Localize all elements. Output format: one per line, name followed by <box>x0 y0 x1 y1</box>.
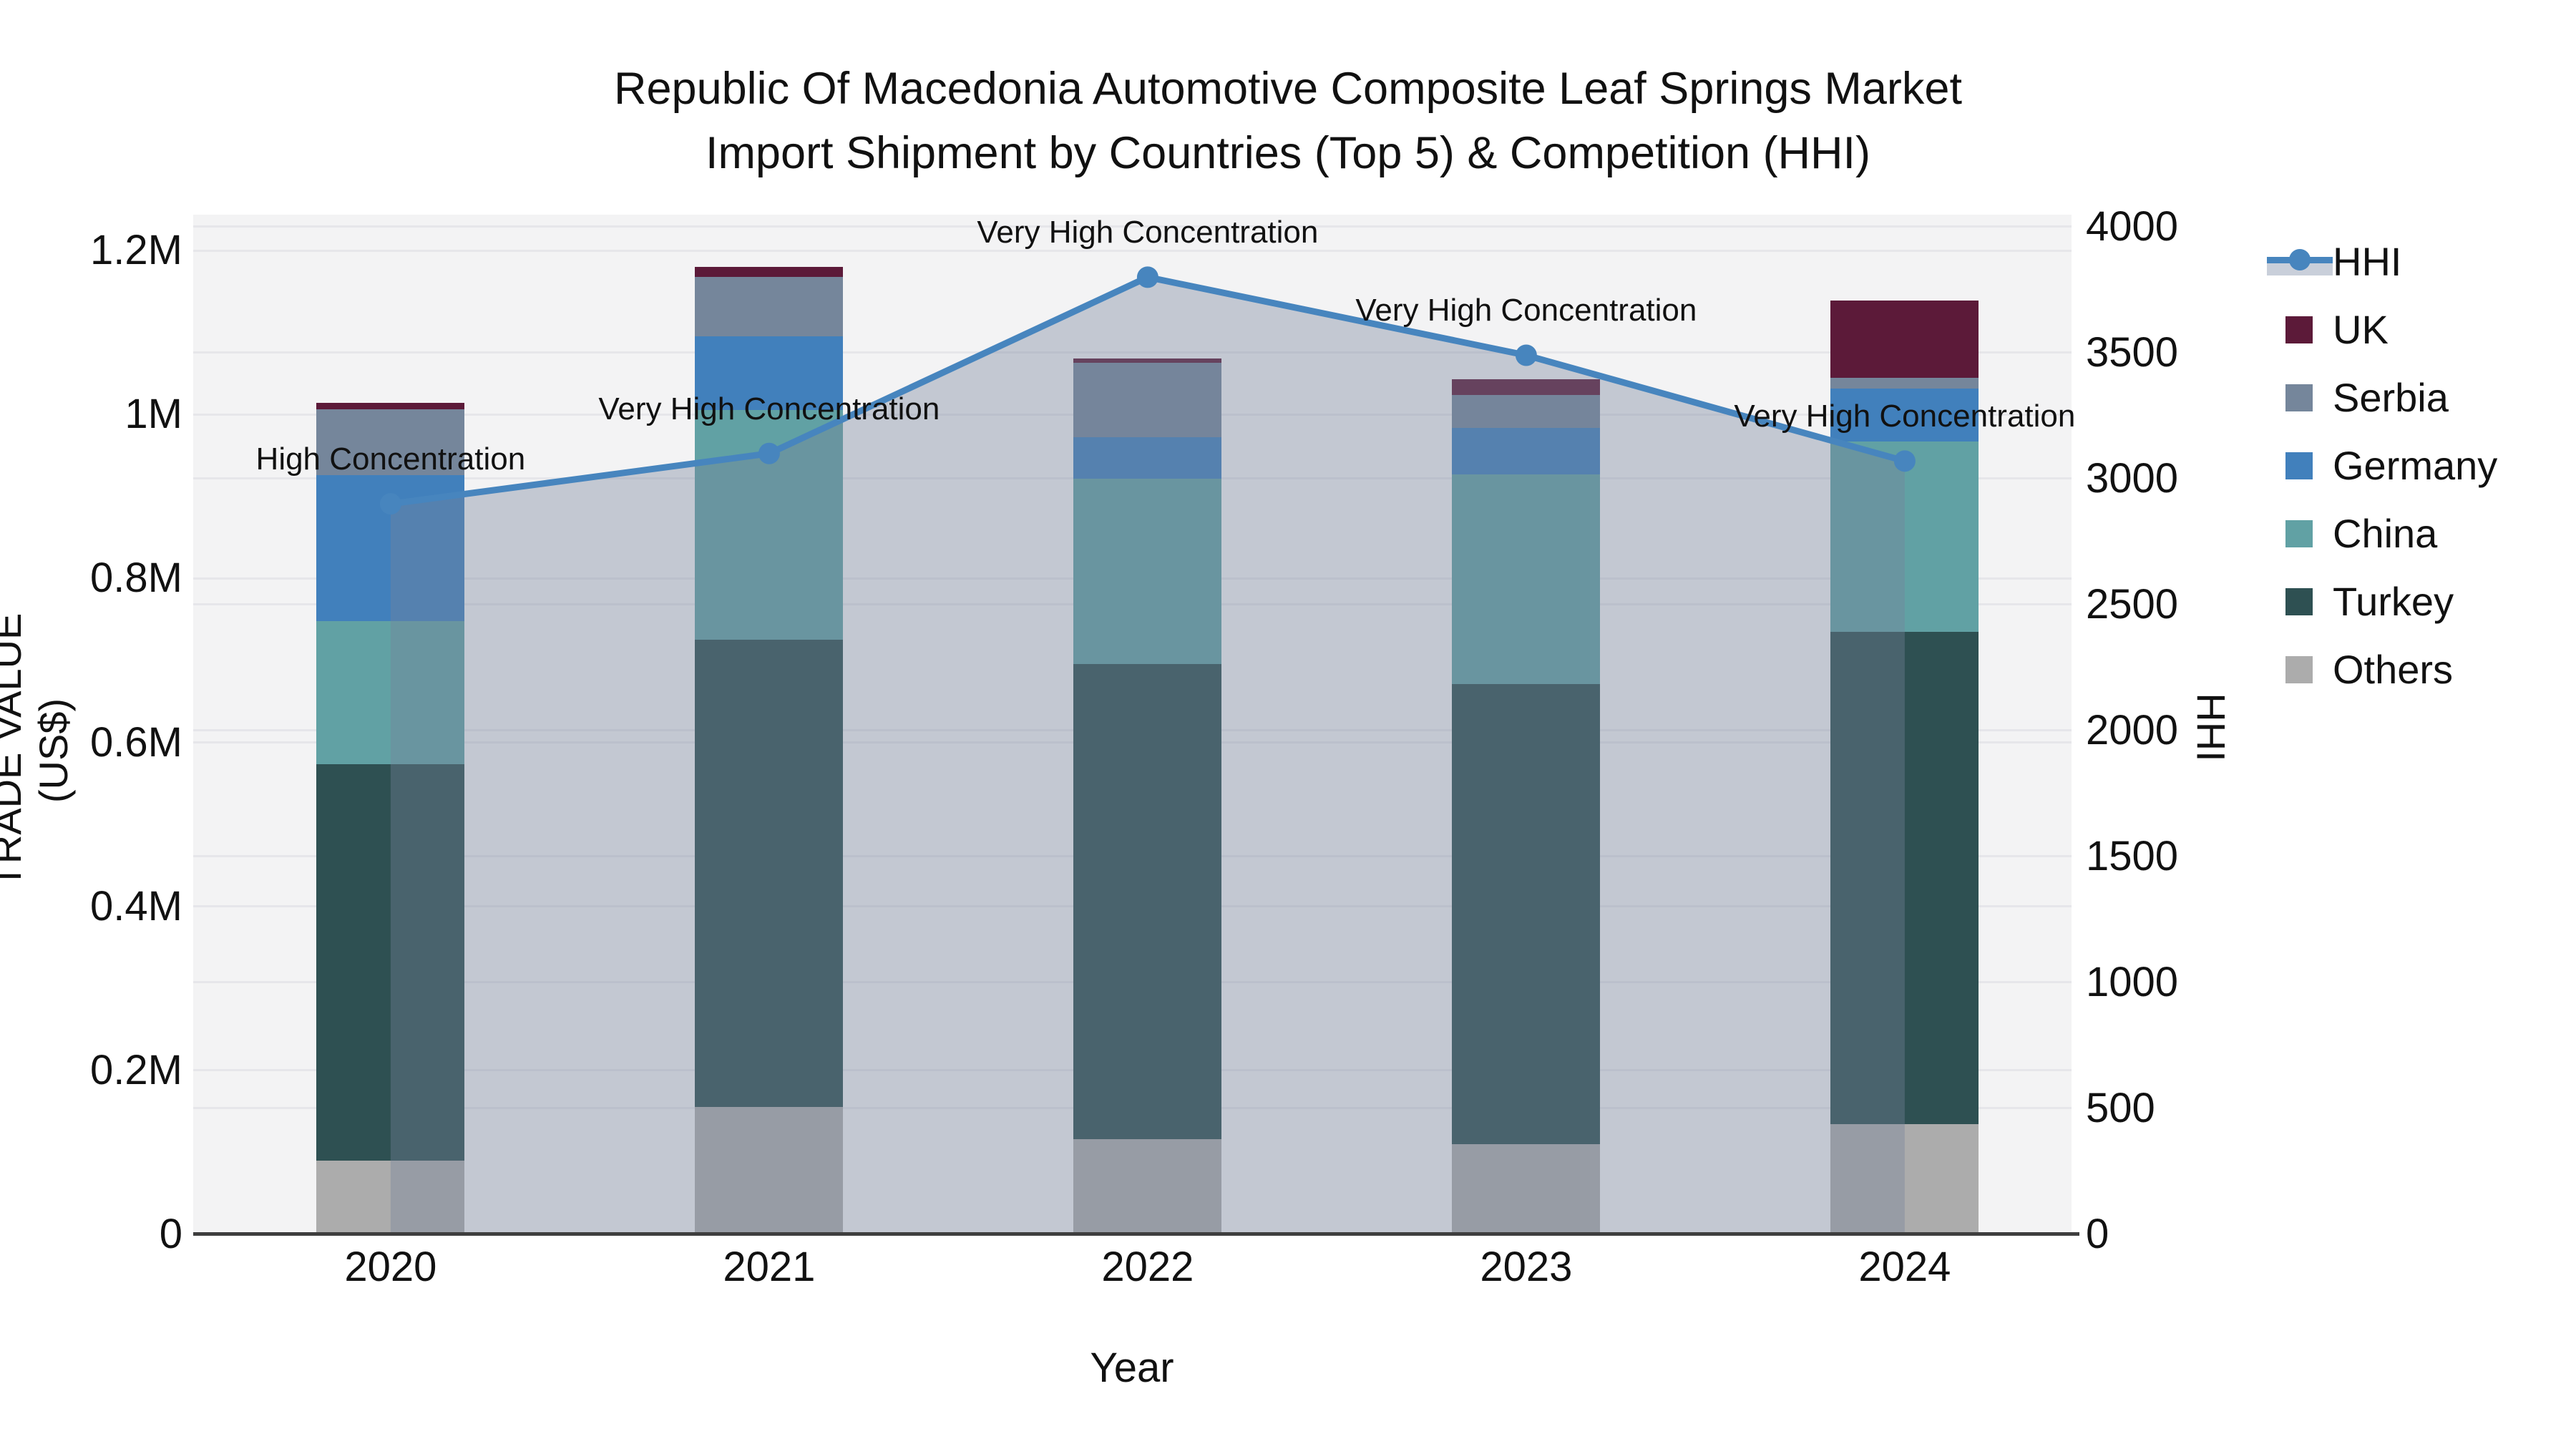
gridline-right-3500 <box>193 351 2072 354</box>
legend-label-germany: Germany <box>2333 443 2498 488</box>
legend-label-hhi: HHI <box>2333 239 2402 284</box>
bar-segment-germany-2021[interactable] <box>695 336 844 411</box>
legend-label-uk: UK <box>2333 307 2389 352</box>
hhi-marker-2021[interactable] <box>758 442 780 464</box>
y-right-tick-2500: 2500 <box>2086 580 2179 628</box>
legend-swatch-turkey <box>2285 587 2313 615</box>
chart-title-line2: Import Shipment by Countries (Top 5) & C… <box>705 128 1871 178</box>
y-right-tick-500: 500 <box>2086 1084 2155 1131</box>
bar-segment-uk-2023[interactable] <box>1452 379 1601 395</box>
bar-segment-serbia-2021[interactable] <box>695 276 844 337</box>
y-right-tick-2000: 2000 <box>2086 706 2179 753</box>
bar-segment-others-2021[interactable] <box>695 1107 844 1234</box>
y-left-tick-0.8M: 0.8M <box>90 555 182 602</box>
y-left-tick-1M: 1M <box>125 391 182 438</box>
y-left-tick-0.6M: 0.6M <box>90 718 182 766</box>
bar-segment-china-2020[interactable] <box>316 620 465 765</box>
y-axis-left-title: TRADE VALUE (US$) <box>0 613 76 889</box>
bar-segment-serbia-2024[interactable] <box>1830 377 1979 389</box>
legend-swatch-china <box>2285 519 2313 547</box>
bar-segment-germany-2024[interactable] <box>1830 388 1979 441</box>
chart-title-line1: Republic Of Macedonia Automotive Composi… <box>614 64 1962 114</box>
bar-segment-others-2020[interactable] <box>316 1160 465 1234</box>
bar-segment-uk-2024[interactable] <box>1830 300 1979 378</box>
bar-segment-serbia-2023[interactable] <box>1452 394 1601 428</box>
y-right-tick-3000: 3000 <box>2086 454 2179 502</box>
x-tick-2023: 2023 <box>1480 1244 1573 1290</box>
y-left-tick-0.2M: 0.2M <box>90 1046 182 1093</box>
bar-segment-germany-2023[interactable] <box>1452 427 1601 474</box>
legend-item-uk[interactable]: UK <box>2267 296 2497 364</box>
gridline-right-4000 <box>193 225 2072 228</box>
annotation-2021: Very High Concentration <box>598 391 940 426</box>
plot-area[interactable]: High Concentration Very High Concentratio… <box>193 215 2076 1234</box>
bar-segment-turkey-2022[interactable] <box>1073 663 1222 1140</box>
gridline-left-1.2M <box>193 249 2072 252</box>
hhi-marker-2023[interactable] <box>1515 344 1537 366</box>
legend-hhi-line-sample <box>2267 247 2333 277</box>
legend-swatch-others <box>2285 655 2313 683</box>
y-left-tick-0: 0 <box>159 1211 182 1257</box>
bar-segment-china-2024[interactable] <box>1830 441 1979 632</box>
hhi-line-layer <box>379 266 1916 1234</box>
bar-segment-germany-2022[interactable] <box>1073 437 1222 479</box>
legend-item-china[interactable]: China <box>2267 499 2497 567</box>
bar-segment-turkey-2024[interactable] <box>1830 631 1979 1125</box>
legend-label-others: Others <box>2333 647 2454 692</box>
legend-label-serbia: Serbia <box>2333 375 2449 420</box>
y-axis-right-title: HHI <box>2188 693 2234 762</box>
y-right-tick-3500: 3500 <box>2086 328 2179 376</box>
hhi-marker-2022[interactable] <box>1136 266 1158 288</box>
bar-segment-uk-2020[interactable] <box>316 403 465 410</box>
bar-segment-uk-2022[interactable] <box>1073 358 1222 363</box>
legend-item-turkey[interactable]: Turkey <box>2267 567 2497 635</box>
hhi-marker-2024[interactable] <box>1893 450 1916 472</box>
x-tick-2024: 2024 <box>1858 1244 1951 1290</box>
bar-segment-others-2023[interactable] <box>1452 1143 1601 1234</box>
legend: HHI UK Serbia Germany China Turkey Others <box>2267 228 2497 703</box>
legend-label-china: China <box>2333 511 2438 556</box>
x-tick-2020: 2020 <box>344 1244 437 1290</box>
bar-segment-others-2024[interactable] <box>1830 1124 1979 1234</box>
y-right-tick-1500: 1500 <box>2086 832 2179 879</box>
legend-swatch-serbia <box>2285 384 2313 411</box>
annotation-2024: Very High Concentration <box>1734 399 2076 434</box>
bar-segment-serbia-2022[interactable] <box>1073 362 1222 438</box>
bar-segment-china-2022[interactable] <box>1073 478 1222 664</box>
x-tick-2022: 2022 <box>1101 1244 1194 1290</box>
legend-label-turkey: Turkey <box>2333 579 2454 624</box>
annotation-2023: Very High Concentration <box>1355 293 1697 328</box>
bar-segment-uk-2021[interactable] <box>695 266 844 277</box>
x-axis-title: Year <box>1090 1345 1174 1391</box>
bar-segment-turkey-2021[interactable] <box>695 640 844 1108</box>
legend-item-others[interactable]: Others <box>2267 635 2497 703</box>
y-right-tick-0: 0 <box>2086 1211 2109 1257</box>
legend-item-serbia[interactable]: Serbia <box>2267 364 2497 431</box>
y-left-tick-0.4M: 0.4M <box>90 882 182 930</box>
bar-segment-others-2022[interactable] <box>1073 1139 1222 1234</box>
legend-swatch-uk <box>2285 316 2313 343</box>
legend-item-germany[interactable]: Germany <box>2267 431 2497 499</box>
bar-segment-china-2023[interactable] <box>1452 474 1601 685</box>
legend-swatch-germany <box>2285 452 2313 479</box>
x-axis-line <box>193 1232 2079 1236</box>
bar-segment-turkey-2020[interactable] <box>316 764 465 1161</box>
annotation-2020: High Concentration <box>255 441 526 477</box>
y-right-tick-1000: 1000 <box>2086 958 2179 1005</box>
y-right-tick-4000: 4000 <box>2086 203 2179 250</box>
bar-segment-turkey-2023[interactable] <box>1452 684 1601 1144</box>
hhi-area-fill <box>390 277 1905 1234</box>
bar-segment-serbia-2020[interactable] <box>316 409 465 475</box>
x-tick-2021: 2021 <box>723 1244 816 1290</box>
annotation-2022: Very High Concentration <box>977 215 1319 250</box>
legend-item-hhi[interactable]: HHI <box>2267 228 2497 296</box>
hhi-marker-2020[interactable] <box>379 493 401 515</box>
y-left-tick-1.2M: 1.2M <box>90 227 182 274</box>
